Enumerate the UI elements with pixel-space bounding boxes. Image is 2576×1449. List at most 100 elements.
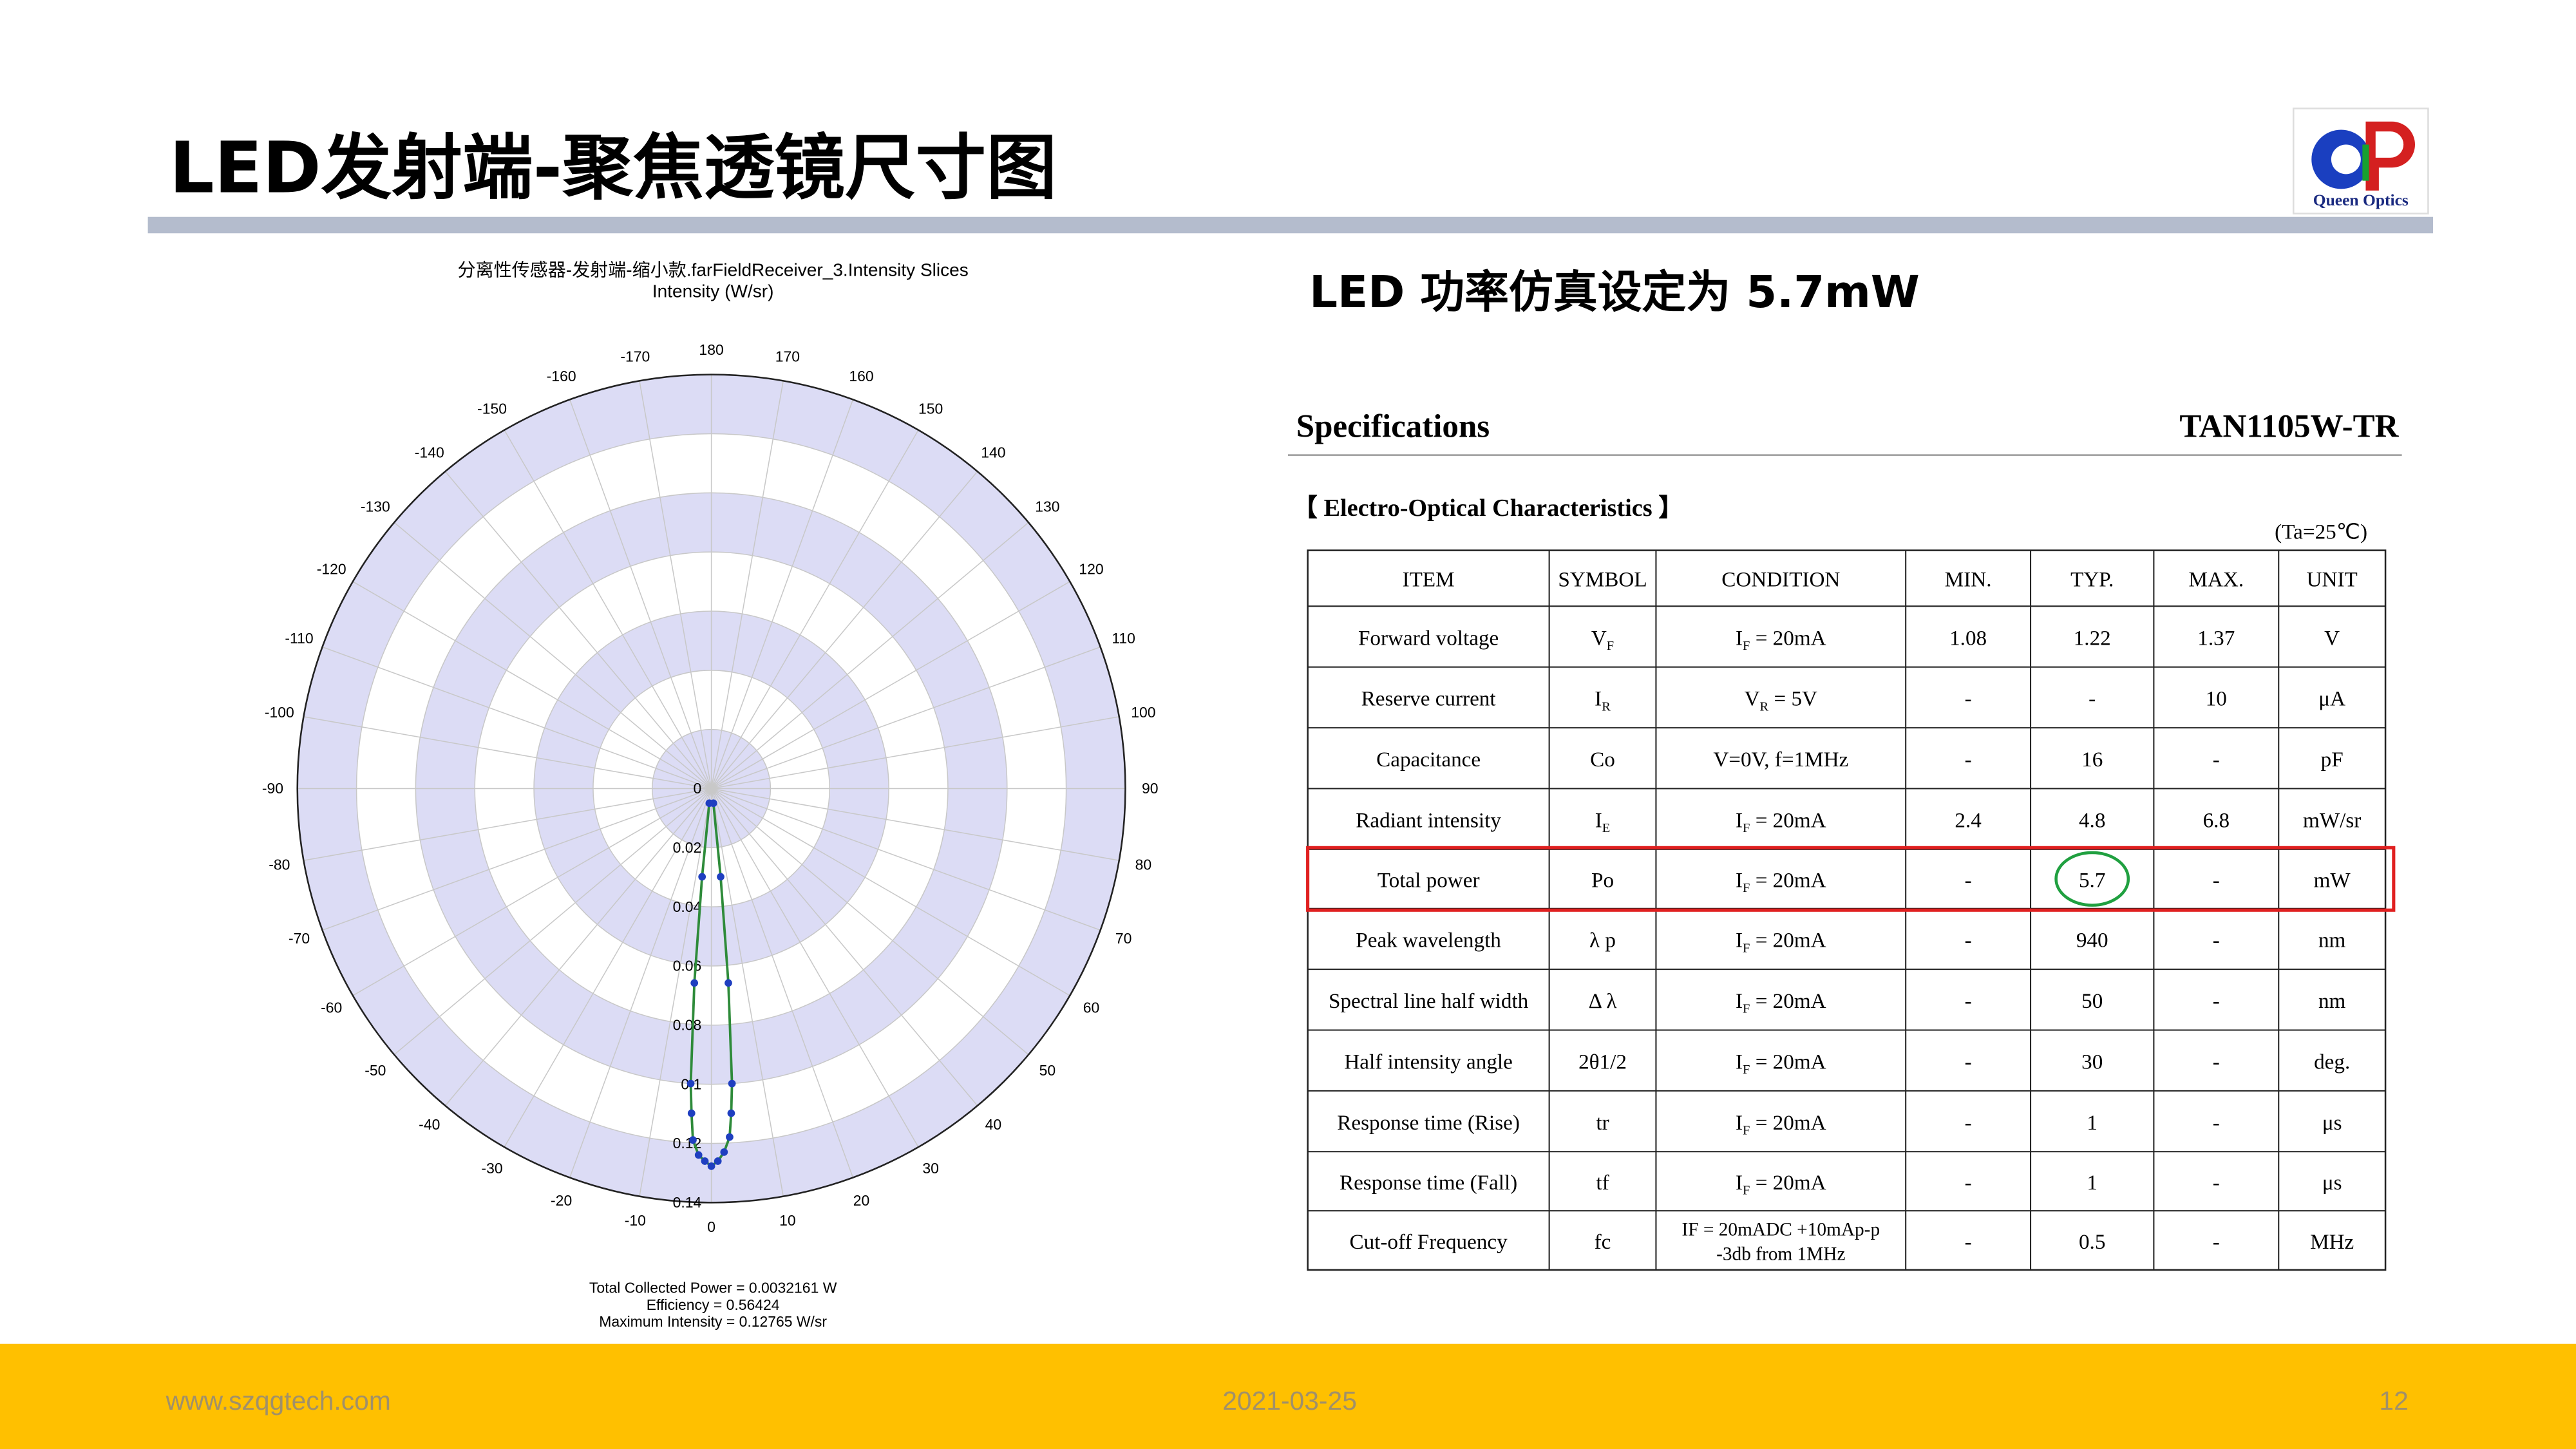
cell-text: = 20mA [1750, 808, 1826, 832]
intensity-point [687, 1079, 695, 1088]
angle-tick-label: -120 [317, 561, 346, 578]
spoke [352, 581, 712, 790]
angle-tick-label: -170 [620, 348, 650, 365]
cell-text: I [1595, 687, 1602, 711]
chart-note: Maximum Intensity = 0.12765 W/sr [599, 1313, 827, 1330]
condition-note: (Ta=25℃) [2275, 520, 2367, 544]
angle-tick-label: -130 [361, 498, 390, 515]
angle-tick-label: 30 [922, 1160, 939, 1177]
cell-text: I [1595, 808, 1602, 832]
cell-text: = 20mA [1750, 869, 1826, 893]
table-cell: Response time (Fall) [1340, 1171, 1517, 1195]
table-cell: nm [2318, 989, 2346, 1013]
table-cell: Response time (Rise) [1337, 1111, 1520, 1135]
angle-tick-label: 100 [1131, 704, 1155, 721]
spoke [710, 788, 784, 1197]
table-cell: mW [2314, 869, 2351, 893]
cell-subscript: F [1743, 639, 1750, 653]
table-cell: IF = 20mADC +10mAp-p [1681, 1219, 1880, 1240]
table-cell: Radiant intensity [1356, 808, 1501, 832]
angle-tick-label: 0 [707, 1218, 715, 1235]
table-cell: Po [1591, 869, 1614, 893]
intensity-point [687, 1109, 696, 1117]
section-heading: LED 功率仿真设定为 5.7mW [1309, 267, 1920, 318]
angle-tick-label: -160 [547, 368, 576, 384]
table-cell: - [2213, 869, 2220, 893]
cell-text: I [1736, 808, 1743, 832]
cell-subscript: F [1607, 639, 1614, 653]
polar-chart: 分离性传感器-发射端-缩小款.farFieldReceiver_3.Intens… [262, 260, 1159, 1331]
cell-subscript: F [1743, 821, 1750, 835]
header-cell: TYP. [2070, 568, 2114, 592]
cell-text: I [1736, 1171, 1743, 1195]
table-cell: IF = 20mA [1736, 1050, 1826, 1077]
intensity-point [726, 1133, 734, 1141]
cell-subscript: F [1743, 881, 1750, 895]
angle-tick-label: 110 [1112, 630, 1135, 647]
table-cell: MHz [2310, 1230, 2354, 1254]
table-cell: 4.8 [2079, 808, 2105, 832]
angle-tick-label: -10 [625, 1212, 646, 1229]
table-cell: - [2213, 1050, 2220, 1074]
intensity-point [694, 1151, 703, 1159]
table-cell: Peak wavelength [1356, 929, 1501, 952]
intensity-point [720, 1148, 728, 1156]
slide-title: LED发射端-聚焦透镜尺寸图 [169, 126, 1057, 209]
cell-text: I [1736, 989, 1743, 1013]
angle-tick-label: -110 [285, 630, 313, 647]
spoke [322, 646, 712, 790]
table-cell: IF = 20mA [1736, 929, 1826, 956]
logo-shape [2331, 144, 2361, 175]
cell-text: = 20mA [1750, 626, 1826, 650]
table-cell: VF [1591, 626, 1614, 653]
intensity-point [698, 873, 706, 881]
table-cell: Δ λ [1589, 989, 1617, 1013]
angle-tick-label: 70 [1115, 930, 1132, 947]
cell-subscript: R [1760, 699, 1769, 714]
spoke [711, 788, 978, 1106]
angle-tick-label: 40 [985, 1116, 1002, 1133]
cell-text: I [1736, 626, 1743, 650]
table-cell: - [2213, 929, 2220, 952]
table-cell: 5.7 [2079, 869, 2105, 893]
table-cell: deg. [2314, 1050, 2350, 1074]
table-cell: tr [1596, 1111, 1609, 1135]
angle-tick-label: 10 [779, 1212, 796, 1229]
spec-subtitle: 【 Electro-Optical Characteristics 】 [1293, 495, 1683, 522]
spec-table: ITEM SYMBOL CONDITION MIN. TYP. MAX. UNIT Forwa… [1306, 549, 2396, 1271]
table-cell: IF = 20mA [1736, 1171, 1826, 1198]
r-tick-label: 0.04 [673, 898, 702, 915]
footer-page: 12 [2379, 1386, 2408, 1416]
table-cell: - [2088, 687, 2096, 711]
spoke [444, 788, 712, 1106]
cell-text: I [1736, 929, 1743, 952]
footer-date: 2021-03-25 [1222, 1386, 1357, 1416]
r-tick-label: 0.08 [673, 1016, 702, 1033]
table-cell: 940 [2076, 929, 2108, 952]
spoke [711, 646, 1101, 790]
cell-text: = 20mA [1750, 989, 1826, 1013]
chart-subtitle: Intensity (W/sr) [652, 281, 774, 301]
table-cell: 30 [2081, 1050, 2103, 1074]
logo-text: Queen Optics [2313, 191, 2409, 209]
r-tick-label: 0.02 [673, 839, 702, 856]
cell-subscript: R [1602, 699, 1611, 714]
spoke [504, 788, 712, 1148]
angle-tick-label: -70 [289, 930, 310, 947]
row-highlight [1306, 846, 2396, 912]
angle-tick-label: -30 [481, 1160, 502, 1177]
header-cell: MIN. [1945, 568, 1992, 592]
spoke [569, 399, 712, 789]
table-cell: λ p [1589, 929, 1616, 952]
cell-text: I [1736, 1050, 1743, 1074]
cell-text: = 20mA [1750, 1050, 1826, 1074]
header-cell: SYMBOL [1558, 568, 1647, 592]
header-cell: MAX. [2188, 568, 2244, 592]
cell-subscript: F [1743, 1063, 1750, 1077]
table-cell: IF = 20mA [1736, 989, 1826, 1016]
angle-tick-label: 50 [1039, 1062, 1056, 1079]
spoke [322, 788, 712, 931]
chart-note: Efficiency = 0.56424 [647, 1296, 780, 1313]
table-cell: IE [1595, 808, 1611, 835]
